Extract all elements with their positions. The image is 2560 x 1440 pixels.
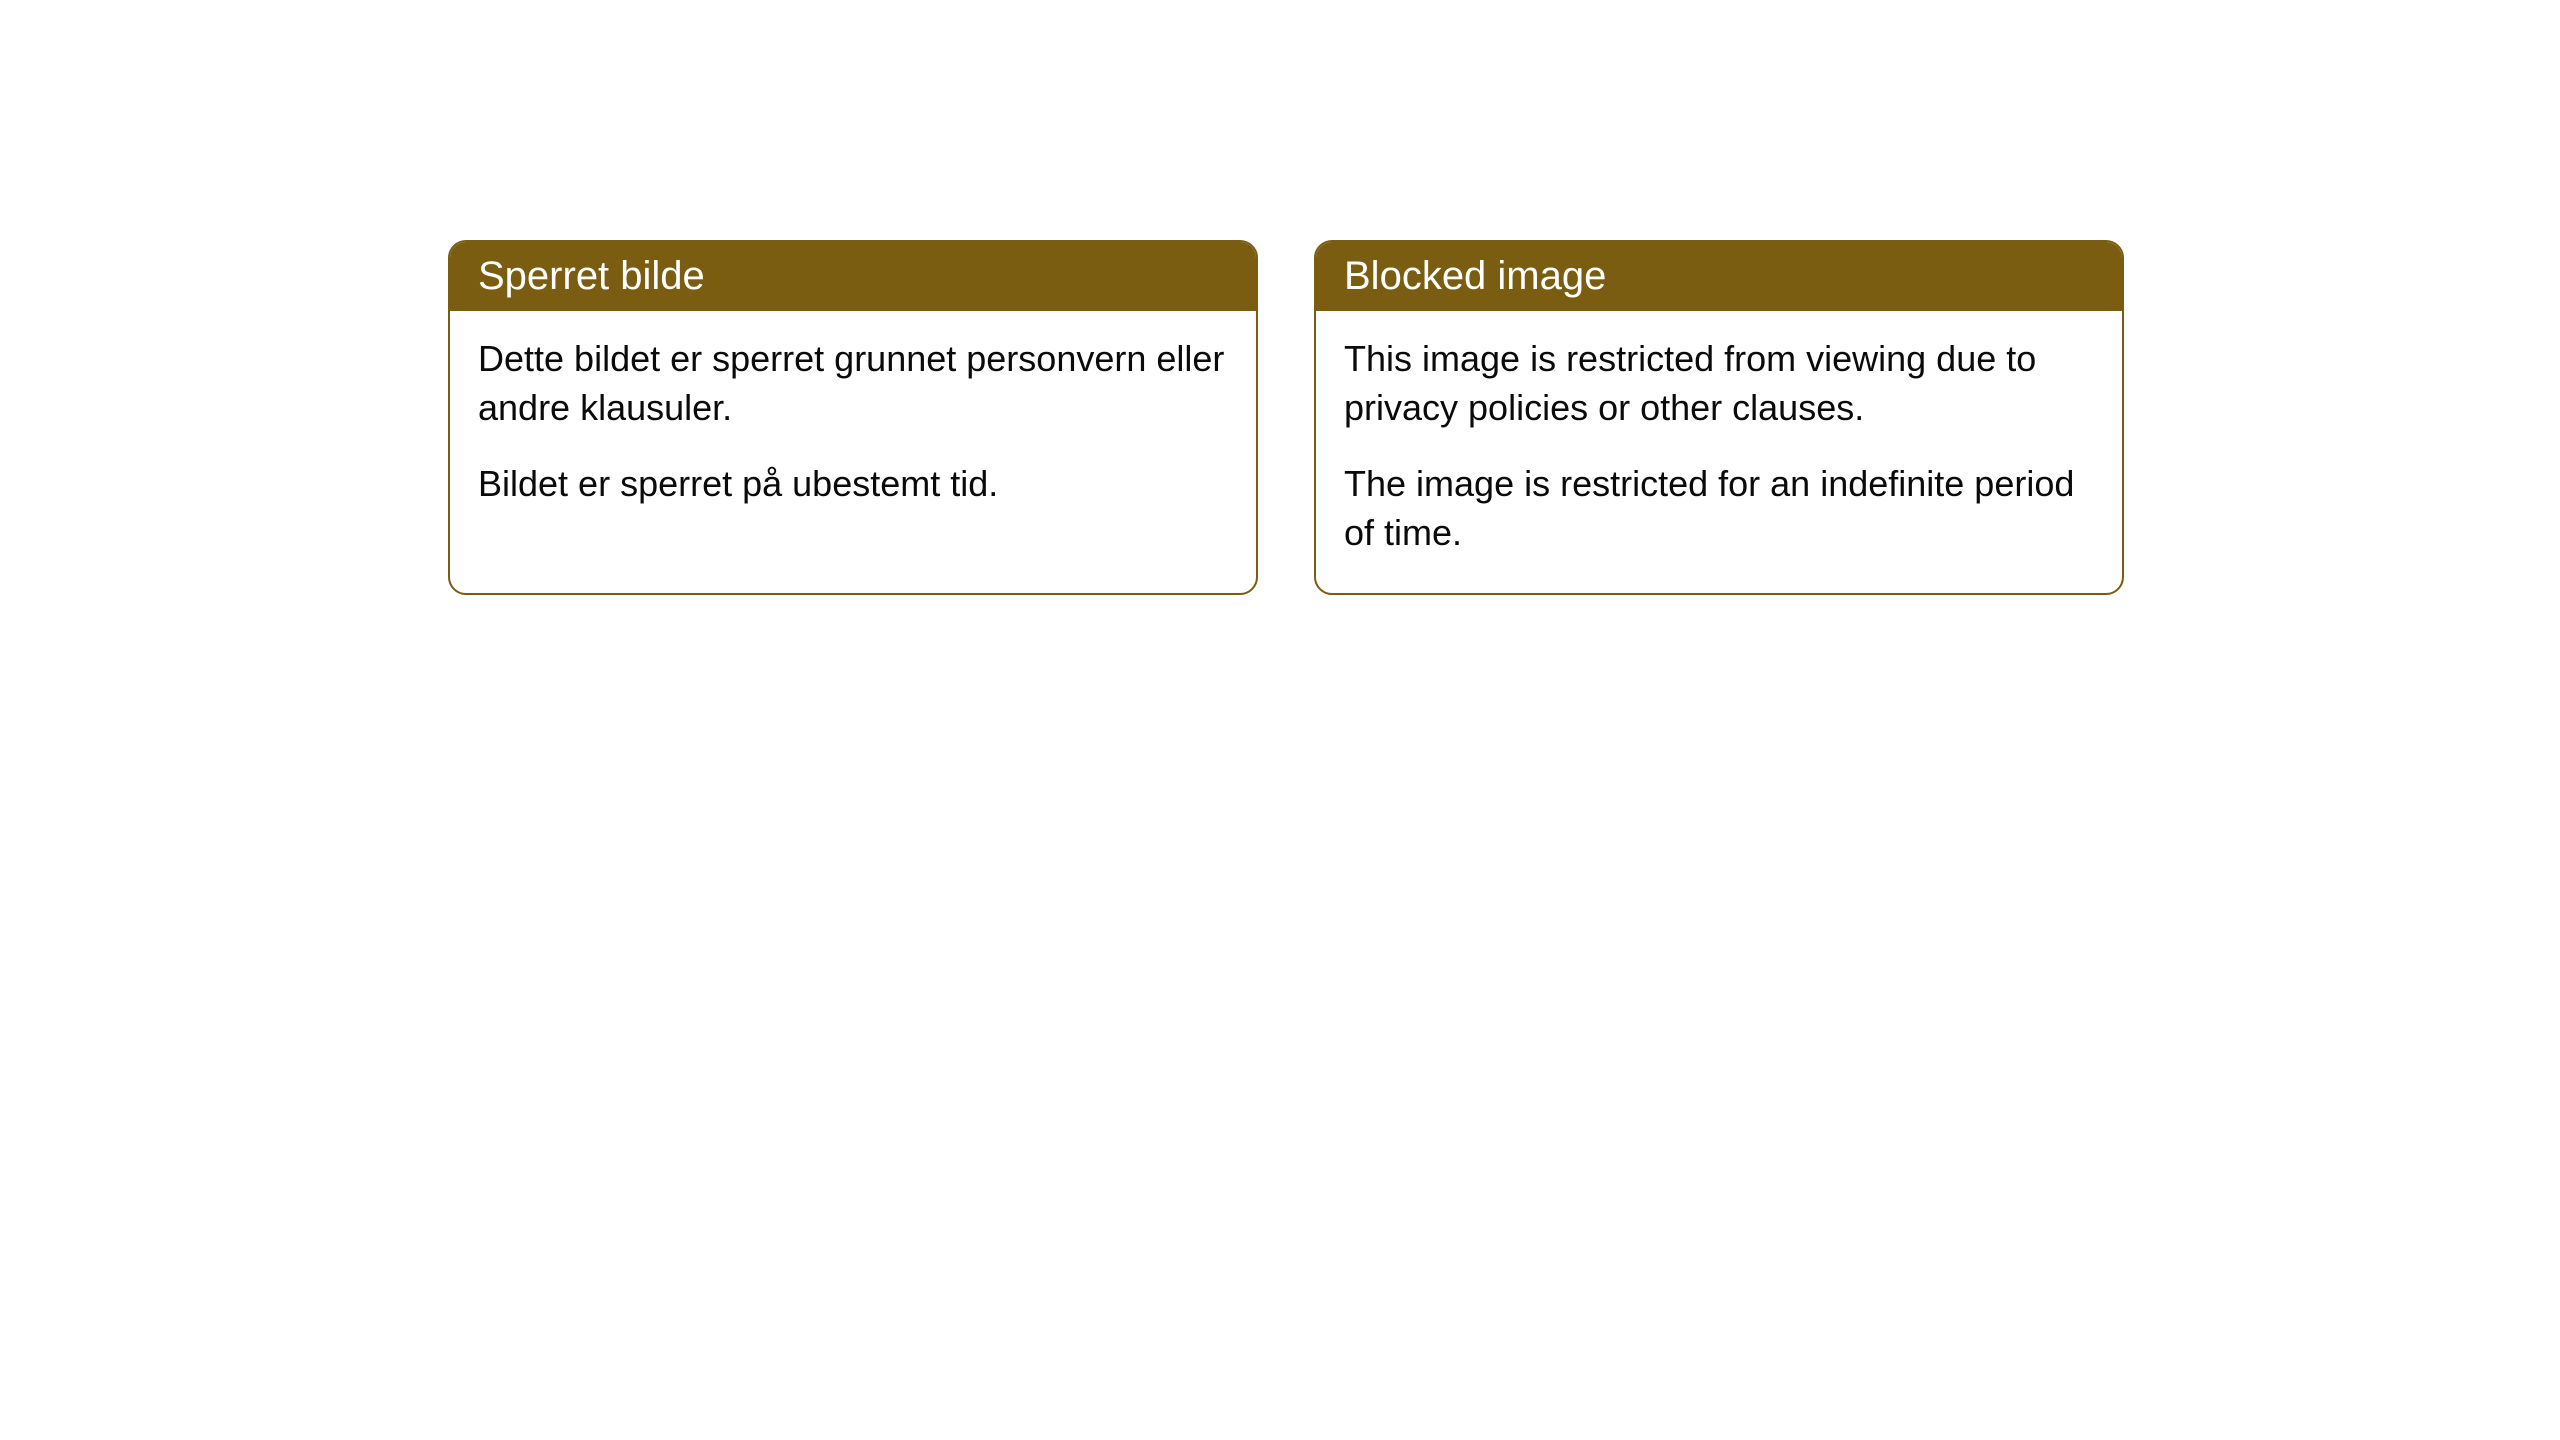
notice-paragraph-2: The image is restricted for an indefinit…: [1344, 460, 2094, 557]
card-header-english: Blocked image: [1316, 242, 2122, 311]
notice-paragraph-1: Dette bildet er sperret grunnet personve…: [478, 335, 1228, 432]
blocked-image-card-norwegian: Sperret bilde Dette bildet er sperret gr…: [448, 240, 1258, 595]
blocked-image-card-english: Blocked image This image is restricted f…: [1314, 240, 2124, 595]
card-body-english: This image is restricted from viewing du…: [1316, 311, 2122, 593]
notice-paragraph-1: This image is restricted from viewing du…: [1344, 335, 2094, 432]
notice-cards-container: Sperret bilde Dette bildet er sperret gr…: [448, 240, 2124, 595]
card-header-norwegian: Sperret bilde: [450, 242, 1256, 311]
card-body-norwegian: Dette bildet er sperret grunnet personve…: [450, 311, 1256, 545]
notice-paragraph-2: Bildet er sperret på ubestemt tid.: [478, 460, 1228, 509]
